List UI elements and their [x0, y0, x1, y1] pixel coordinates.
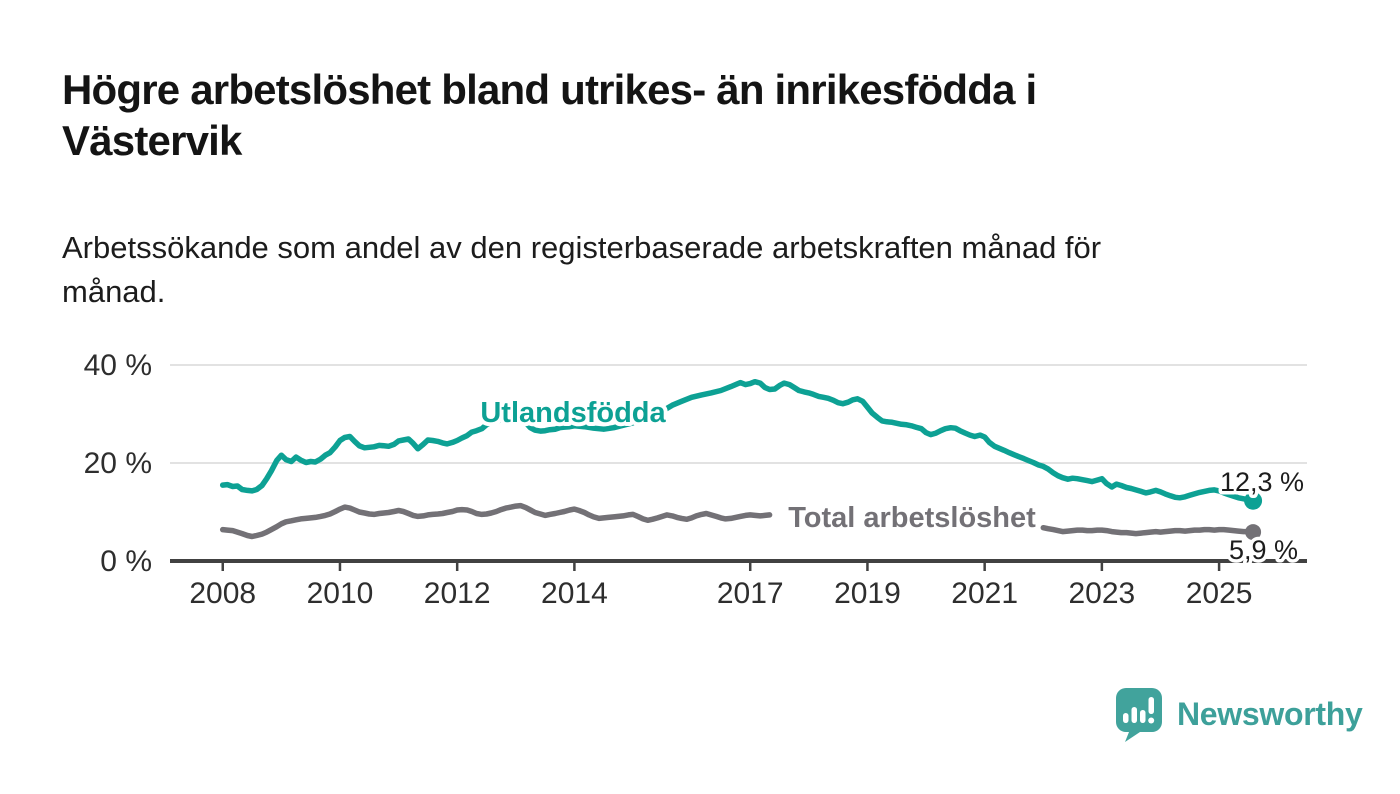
- series-line-total-arbetsl-shet-seg1: [1040, 524, 1256, 537]
- bar-3: [1140, 710, 1146, 723]
- bar-1: [1123, 713, 1129, 723]
- y-tick-label-0: 0 %: [100, 545, 152, 578]
- series-label-total-arbetsl-shet: Total arbetslöshet: [788, 502, 1036, 534]
- x-tick-label-2012: 2012: [424, 577, 491, 610]
- chart-subtitle: Arbetssökande som andel av den registerb…: [62, 226, 1322, 314]
- exclamation-dot: [1148, 717, 1155, 724]
- series-end-value-label-total-arbetsl-shet: 5,9 %: [1229, 535, 1298, 565]
- series-end-dot-utlandsf-dda: [1244, 491, 1263, 510]
- series-end-dot-total-arbetsl-shet: [1245, 524, 1262, 541]
- chart-title: Högre arbetslöshet bland utrikes- än inr…: [62, 64, 1322, 166]
- newsworthy-bubble-chart-icon: [1116, 688, 1162, 742]
- series-end-value-label-utlandsf-dda: 12,3 %: [1220, 467, 1304, 497]
- y-tick-label-20: 20 %: [84, 447, 152, 480]
- y-tick-label-40: 40 %: [84, 349, 152, 382]
- series-line-utlandsf-dda-seg0: [219, 378, 1256, 504]
- series-label-utlandsf-dda: Utlandsfödda: [480, 397, 666, 429]
- chart-subtitle-line2: månad.: [62, 274, 166, 310]
- chart-title-line2: Västervik: [62, 117, 242, 165]
- x-tick-label-2025: 2025: [1186, 577, 1253, 610]
- series-line-total-arbetsl-shet-seg0: [219, 502, 773, 540]
- exclamation-bar: [1148, 697, 1154, 714]
- newsworthy-logo: Newsworthy: [1112, 686, 1363, 743]
- x-tick-label-2019: 2019: [834, 577, 901, 610]
- x-tick-label-2023: 2023: [1068, 577, 1135, 610]
- speech-bubble-shape: [1116, 688, 1162, 742]
- x-tick-label-2017: 2017: [717, 577, 784, 610]
- bar-2: [1131, 707, 1137, 723]
- chart-title-line1: Högre arbetslöshet bland utrikes- än inr…: [62, 66, 1037, 113]
- x-tick-label-2008: 2008: [189, 577, 256, 610]
- x-tick-label-2010: 2010: [307, 577, 374, 610]
- newsworthy-wordmark: Newsworthy: [1177, 696, 1363, 732]
- unemployment-line-chart: 2008 2010 2012 2014 2017 2019 2021 2023 2025 0 % 2…: [84, 349, 1308, 610]
- x-tick-label-2021: 2021: [951, 577, 1018, 610]
- chart-subtitle-line1: Arbetssökande som andel av den registerb…: [62, 230, 1102, 265]
- x-tick-label-2014: 2014: [541, 577, 608, 610]
